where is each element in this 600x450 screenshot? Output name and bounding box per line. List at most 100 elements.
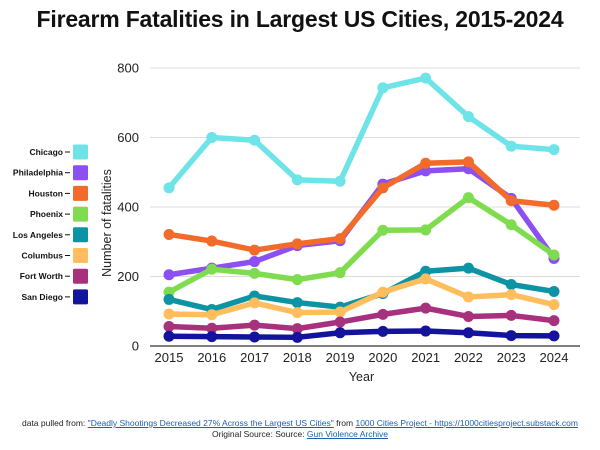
point-san-diego [334, 327, 346, 339]
point-fort-worth [206, 322, 218, 334]
series-fort-worth [163, 302, 560, 335]
gva-link[interactable]: Gun Violence Archive [306, 429, 389, 439]
legend-swatch [73, 248, 88, 263]
legend-item-fort-worth: Fort Worth [20, 268, 88, 284]
point-columbus [548, 299, 560, 311]
point-chicago [377, 82, 389, 94]
point-philadelphia [163, 269, 175, 281]
series-phoenix [163, 192, 560, 298]
x-tick-label: 2022 [454, 350, 483, 365]
line-columbus [166, 276, 557, 318]
legend-item-san-diego: San Diego [21, 289, 88, 305]
line-fort-worth [166, 305, 557, 332]
article-link[interactable]: "Deadly Shootings Decreased 27% Across t… [87, 418, 334, 428]
point-san-diego [249, 331, 261, 343]
legend-label: Phoenix [30, 209, 63, 219]
point-houston [548, 199, 560, 211]
point-chicago [249, 134, 261, 146]
x-tick-label: 2016 [197, 350, 226, 365]
point-columbus [505, 289, 517, 301]
point-phoenix [462, 192, 474, 204]
legend-label: Houston [29, 188, 63, 198]
y-tick-label: 200 [117, 269, 139, 284]
point-fort-worth [462, 310, 474, 322]
point-fort-worth [163, 321, 175, 333]
point-columbus [163, 308, 175, 320]
legend-swatch [73, 185, 88, 201]
point-houston [334, 233, 346, 245]
legend-item-los-angeles: Los Angeles [13, 227, 88, 243]
legend-label: Chicago [29, 147, 63, 157]
legend-item-philadelphia: Philadelphia [13, 165, 88, 181]
x-tick-label: 2021 [411, 350, 440, 365]
x-tick-label: 2023 [497, 350, 526, 365]
project-link[interactable]: 1000 Cities Project - https://1000cities… [355, 418, 578, 428]
y-axis-title: Number of fatalities [100, 169, 114, 277]
series-lines [163, 72, 560, 343]
point-fort-worth [377, 308, 389, 320]
point-san-diego [206, 331, 218, 343]
point-houston [462, 156, 474, 168]
series-columbus [163, 273, 560, 321]
point-columbus [291, 307, 303, 319]
point-houston [420, 157, 432, 169]
point-columbus [334, 306, 346, 318]
series-chicago [163, 72, 560, 194]
legend-item-houston: Houston [29, 185, 88, 201]
point-chicago [420, 72, 432, 84]
point-phoenix [377, 224, 389, 236]
y-tick-label: 600 [117, 130, 139, 145]
legend-label: Philadelphia [13, 168, 63, 178]
legend-swatch [73, 144, 88, 160]
point-los-angeles [291, 297, 303, 309]
x-tick-label: 2019 [326, 350, 355, 365]
point-houston [377, 182, 389, 194]
legend-label: Fort Worth [20, 271, 63, 281]
point-phoenix [334, 267, 346, 279]
legend-item-phoenix: Phoenix [30, 206, 88, 222]
point-philadelphia [249, 256, 261, 268]
point-los-angeles [163, 293, 175, 305]
point-phoenix [291, 274, 303, 286]
legend-label: Los Angeles [13, 230, 63, 240]
point-chicago [334, 175, 346, 187]
point-phoenix [548, 249, 560, 261]
point-chicago [206, 132, 218, 143]
point-houston [163, 228, 175, 240]
point-fort-worth [334, 316, 346, 328]
point-columbus [420, 273, 432, 285]
footer-middle: from [333, 418, 356, 428]
x-tick-label: 2015 [155, 350, 184, 365]
point-fort-worth [420, 302, 432, 314]
legend-swatch [73, 227, 88, 243]
footer-source-prefix: Original Source: Source: [211, 429, 307, 439]
point-chicago [462, 111, 474, 123]
legend-swatch [73, 165, 88, 181]
axes: 0 200 400 600 800 2015 2016 2017 2018 2019 2020 202… [100, 61, 568, 385]
legend-label: San Diego [21, 292, 63, 302]
point-san-diego [163, 330, 175, 342]
point-columbus [206, 309, 218, 321]
point-houston [206, 235, 218, 247]
point-phoenix [206, 263, 218, 275]
series-philadelphia [163, 163, 560, 281]
legend-item-chicago: Chicago [29, 144, 88, 160]
line-phoenix [166, 194, 557, 295]
point-san-diego [377, 325, 389, 337]
source-footer: data pulled from: "Deadly Shootings Decr… [0, 418, 600, 440]
point-columbus [249, 297, 261, 309]
line-chicago [166, 75, 557, 191]
point-san-diego [291, 331, 303, 343]
legend-swatch [73, 206, 88, 222]
point-houston [505, 195, 517, 207]
point-philadelphia [420, 165, 432, 177]
point-fort-worth [291, 323, 303, 335]
point-san-diego [548, 330, 560, 342]
point-houston [291, 238, 303, 250]
point-san-diego [420, 325, 432, 337]
x-tick-label: 2020 [368, 350, 397, 365]
point-phoenix [249, 267, 261, 279]
point-houston [249, 244, 261, 256]
point-los-angeles [505, 278, 517, 290]
